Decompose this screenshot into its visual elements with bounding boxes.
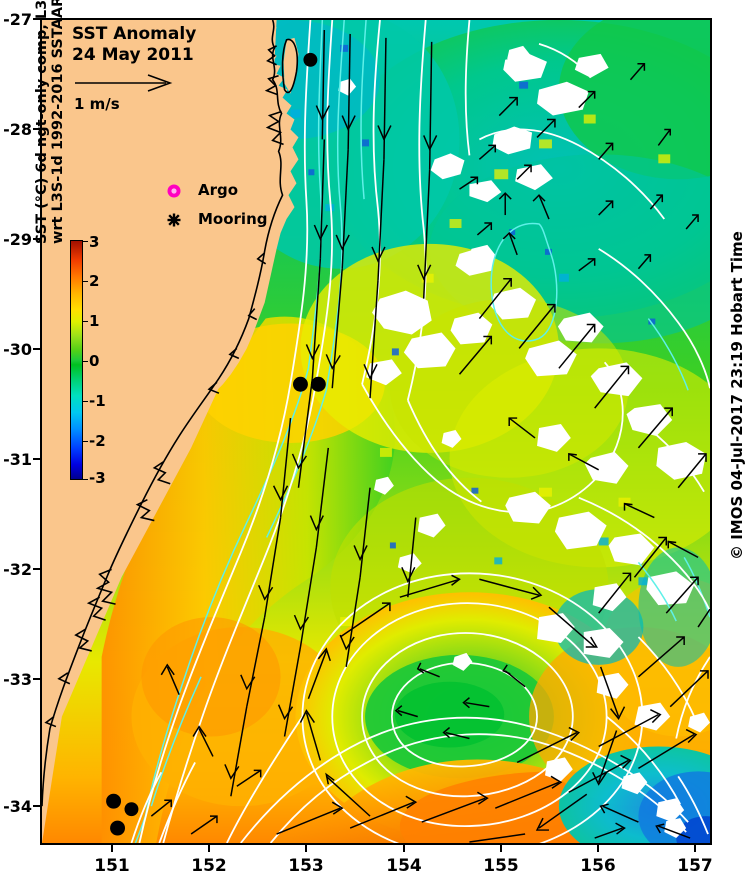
colorbar-tick-label: 2	[89, 272, 100, 290]
colorbar-tick	[83, 441, 88, 442]
colorbar-tick-label: -1	[89, 392, 106, 410]
y-axis-label: -32	[3, 560, 32, 579]
y-axis-tick	[33, 128, 40, 130]
colorbar-tick	[83, 479, 88, 480]
legend-label-argo: Argo	[198, 181, 239, 199]
y-axis-label: -34	[3, 797, 32, 816]
land-mass-australia	[42, 20, 299, 843]
x-axis-label: 157	[677, 856, 713, 876]
map-title-block: SST Anomaly 24 May 2011	[72, 24, 196, 66]
colorbar-tick-label: 3	[89, 233, 100, 251]
map-raster-and-overlays	[42, 20, 710, 843]
legend-label-mooring: Mooring	[198, 210, 268, 228]
argo-float-circle-icon	[167, 184, 181, 198]
surface-current-vectors	[150, 29, 710, 843]
colorbar-tick	[83, 361, 88, 362]
y-axis-tick	[33, 678, 40, 680]
x-axis-label: 154	[386, 856, 422, 876]
y-axis-tick	[33, 18, 40, 20]
mooring-marker[interactable]	[110, 820, 126, 836]
y-axis-label: -29	[3, 230, 32, 249]
x-axis-tick	[208, 845, 210, 852]
colorbar-tick	[83, 241, 88, 242]
x-axis-tick	[111, 845, 113, 852]
y-axis-tick	[33, 348, 40, 350]
y-axis-label: -33	[3, 670, 32, 689]
colorbar-tick	[83, 401, 88, 402]
x-axis-tick	[403, 845, 405, 852]
y-axis-tick	[33, 238, 40, 240]
vector-arrow-icon	[75, 74, 173, 92]
x-axis-tick	[500, 845, 502, 852]
mooring-marker[interactable]	[292, 376, 308, 392]
y-axis-tick	[33, 805, 40, 807]
y-axis-label: -28	[3, 120, 32, 139]
x-axis-label: 156	[580, 856, 616, 876]
x-axis-label: 153	[288, 856, 324, 876]
mooring-marker[interactable]	[303, 52, 318, 67]
y-axis-tick	[33, 458, 40, 460]
mooring-markers[interactable]	[106, 52, 326, 836]
colorbar-tick-label: -2	[89, 432, 106, 450]
colorbar-gradient	[70, 240, 83, 480]
colorbar-tick	[83, 281, 88, 282]
vector-scale-label: 1 m/s	[74, 95, 120, 113]
x-axis-label: 152	[191, 856, 227, 876]
coastline	[42, 20, 298, 807]
y-axis-label: -30	[3, 340, 32, 359]
ssh-contours-positive	[130, 20, 710, 843]
y-axis-label: -31	[3, 450, 32, 469]
ssh-contours-negative	[134, 20, 710, 843]
copyright-credit: © IMOS 04-Jul-2017 23:19 Hobart Time	[728, 231, 746, 560]
colorbar-tick	[83, 321, 88, 322]
map-date: 24 May 2011	[72, 45, 194, 65]
colorbar-tick-label: 0	[89, 352, 100, 370]
colorbar-title-line1: SST (°C) 6d ngt-only comp, L3S-6d QL>=2	[34, 0, 50, 244]
y-axis-label: -27	[3, 10, 32, 29]
colorbar-title-line2: wrt L3S-1d 1992-2016 SSTAARS	[50, 0, 66, 244]
mooring-marker[interactable]	[124, 802, 139, 817]
mooring-star-icon	[167, 213, 181, 227]
x-axis-tick	[597, 845, 599, 852]
x-axis-label: 155	[483, 856, 519, 876]
x-axis-label: 151	[94, 856, 130, 876]
x-axis-tick	[305, 845, 307, 852]
page-title: SST Anomaly	[72, 24, 197, 44]
mooring-marker[interactable]	[106, 793, 122, 809]
colorbar-tick-label: 1	[89, 312, 100, 330]
sst-anomaly-map[interactable]	[40, 18, 712, 845]
x-axis-tick	[694, 845, 696, 852]
colorbar-tick-label: -3	[89, 469, 106, 487]
no-data-cloud-mask	[338, 45, 710, 839]
mooring-marker[interactable]	[310, 376, 326, 392]
y-axis-tick	[33, 568, 40, 570]
